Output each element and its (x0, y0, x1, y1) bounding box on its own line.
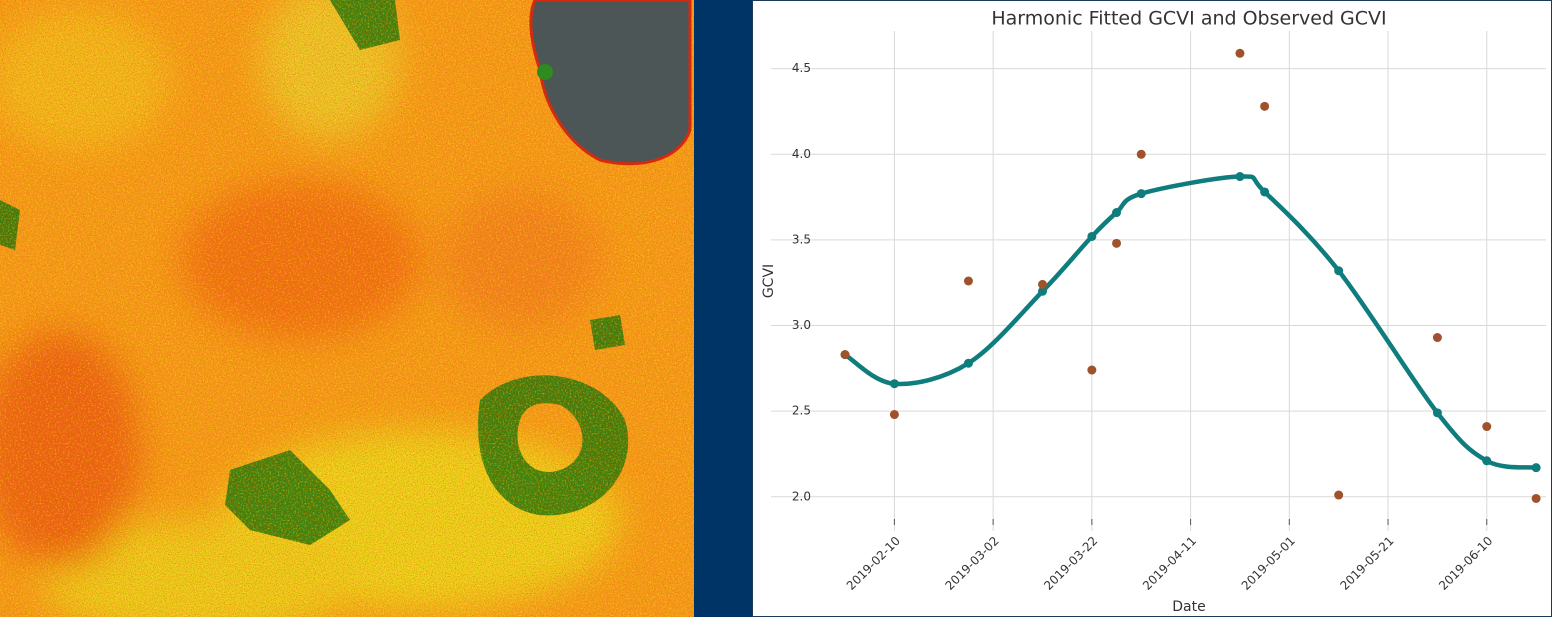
fitted-point (963, 358, 973, 368)
satellite-map (0, 0, 694, 617)
y-axis-label: GCVI (761, 264, 777, 298)
observed-point (840, 350, 850, 360)
observed-point (889, 410, 899, 420)
y-tick-label: 2.5 (792, 404, 811, 418)
y-tick-label: 4.5 (792, 61, 811, 75)
observed-point (1112, 238, 1122, 248)
fitted-point (1260, 187, 1270, 197)
x-tick-label: 2019-03-22 (1041, 534, 1100, 593)
fitted-point (1334, 266, 1344, 276)
observed-point (1432, 333, 1442, 343)
chart: Harmonic Fitted GCVI and Observed GCVI D… (761, 8, 1546, 615)
fitted-point (889, 379, 899, 389)
fitted-point (1136, 189, 1146, 199)
observed-point (1136, 149, 1146, 159)
observed-point (1260, 101, 1270, 111)
fitted-point (1235, 172, 1245, 182)
observed-point (1235, 48, 1245, 58)
y-tick-label: 2.0 (792, 489, 811, 503)
x-tick-label: 2019-05-21 (1337, 534, 1396, 593)
observed-point (1087, 365, 1097, 375)
chart-panel: Harmonic Fitted GCVI and Observed GCVI D… (752, 0, 1552, 617)
x-axis-label: Date (1172, 599, 1205, 615)
observed-point (1531, 493, 1541, 503)
observed-point (1037, 279, 1047, 289)
fitted-point (1482, 456, 1492, 466)
x-tick-label: 2019-06-10 (1436, 534, 1495, 593)
observed-point (963, 276, 973, 286)
y-tick-label: 4.0 (792, 147, 811, 161)
observed-point (1482, 422, 1492, 432)
fitted-point (1087, 231, 1097, 241)
fitted-line (843, 174, 1537, 470)
fitted-point (1112, 208, 1122, 218)
x-tick-label: 2019-03-02 (943, 534, 1002, 593)
y-tick-label: 3.0 (792, 318, 811, 332)
y-tick-label: 3.5 (792, 232, 811, 246)
fitted-point (1531, 463, 1541, 473)
fitted-point (1037, 286, 1047, 296)
observed-point (1334, 490, 1344, 500)
x-tick-label: 2019-05-01 (1239, 534, 1298, 593)
x-tick-label: 2019-02-10 (844, 534, 903, 593)
chart-title: Harmonic Fitted GCVI and Observed GCVI (991, 8, 1386, 30)
x-tick-label: 2019-04-11 (1140, 534, 1199, 593)
fitted-point (1432, 408, 1442, 418)
